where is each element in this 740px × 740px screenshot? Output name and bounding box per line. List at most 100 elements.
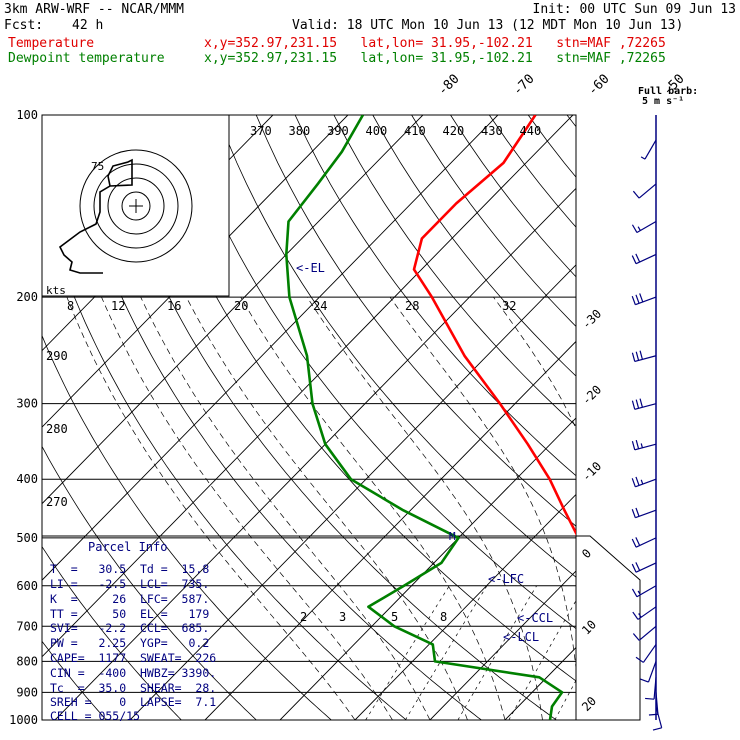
dewpoint-location: x,y=352.97,231.15 lat,lon= 31.95,-102.21…: [204, 51, 666, 66]
wind-barb: [634, 355, 657, 363]
wind-barb: [635, 562, 657, 573]
wind-barb: [638, 183, 657, 199]
dry-adiabat-line: [294, 115, 576, 477]
lcl-marker: <-LCL: [503, 630, 539, 644]
parcel-row: T = 30.5 Td = 15.8: [50, 562, 209, 576]
dry-adiabat-line: [178, 115, 576, 630]
wind-barb-flag: [639, 678, 649, 683]
wind-barb: [635, 253, 657, 265]
wind-barb-flag: [635, 476, 640, 486]
wind-barb-flag: [639, 293, 644, 303]
dry-adiabat-line: [42, 545, 182, 720]
wind-barb: [635, 537, 657, 548]
pressure-label: 200: [16, 290, 38, 304]
wind-barb-flag: [648, 713, 658, 716]
theta-label: 400: [366, 124, 388, 138]
pressure-label: 1000: [9, 713, 38, 727]
wind-barb-flag: [640, 156, 646, 160]
dry-adiabat-line: [645, 115, 740, 720]
isotherm-label: -30: [579, 307, 604, 332]
mixing-ratio-label: 8: [440, 610, 447, 624]
wind-barb-flag: [639, 398, 643, 408]
dry-adiabat-line: [139, 115, 576, 682]
wind-barb-flag: [631, 509, 636, 518]
isotherm-line: [429, 570, 576, 720]
wind-barb-flag: [635, 537, 641, 546]
dry-adiabat-line: [42, 445, 257, 720]
parcel-row: LI = -2.5 LCL= 735.: [50, 577, 209, 591]
moist-adiabat-line: [730, 297, 740, 720]
wind-barb: [635, 509, 657, 519]
moist-adiabat-line: [306, 296, 543, 720]
wind-barb-flag: [631, 478, 636, 487]
wind-barb-flag: [631, 295, 636, 305]
parcel-region: [41, 535, 641, 721]
wind-barb: [638, 625, 657, 641]
wind-barb-flag: [640, 443, 643, 448]
isotherm-label: -10: [579, 459, 604, 484]
wind-barb: [647, 661, 657, 683]
theta-label: 370: [250, 124, 272, 138]
isotherm-label: -70: [510, 72, 537, 99]
valid-time: Valid: 18 UTC Mon 10 Jun 13 (12 MDT Mon …: [292, 18, 684, 33]
isotherm-line: [354, 493, 576, 720]
wind-barb-flag: [640, 479, 644, 485]
pressure-label: 900: [16, 685, 38, 699]
hodograph-ring: [107, 177, 165, 235]
parcel-row: CAPE= 1177 SWEAT= 226: [50, 651, 216, 665]
hodograph-ring: [93, 163, 179, 249]
wind-barb-flag: [631, 224, 638, 233]
temperature-location: x,y=352.97,231.15 lat,lon= 31.95,-102.21…: [204, 36, 666, 51]
wind-barb: [655, 692, 659, 715]
wind-barb-flag: [631, 255, 637, 264]
wind-barb-flag: [635, 253, 641, 263]
parcel-row: PW = 2.25 YGP= 0.2: [50, 636, 209, 650]
wind-barb-flag: [631, 563, 637, 573]
moist-adiabat-line: [101, 296, 393, 720]
el-marker: <-EL: [296, 261, 325, 275]
dry-adiabat-line: [100, 115, 557, 720]
hodograph-trace: [58, 158, 133, 274]
parcel-row: TT = 50 EL = 179: [50, 607, 209, 621]
isotherm-line: [279, 417, 576, 720]
isotherm-line: [204, 340, 576, 720]
mixing-ratio-label: 20: [234, 299, 248, 313]
hodograph-ring: [79, 149, 193, 263]
wind-barb-flag: [632, 633, 640, 641]
wind-barb: [634, 403, 657, 410]
wind-barb-flag: [635, 656, 644, 663]
isotherm-line: [42, 115, 349, 428]
pressure-label: 400: [16, 472, 38, 486]
theta-label: 390: [327, 124, 349, 138]
dewpoint-legend: Dewpoint temperature: [8, 51, 165, 66]
wind-barb: [642, 644, 657, 663]
wind-barb-flag: [639, 350, 643, 360]
model-title: 3km ARW-WRF -- NCAR/MMM: [4, 2, 185, 17]
parcel-row: CIN = -400 HWBZ= 3390.: [50, 666, 216, 680]
wind-barb-flag: [638, 613, 642, 618]
mixing-ratio-label: 3: [339, 610, 346, 624]
forecast-label: Fcst:: [4, 18, 44, 33]
wind-barb-flag: [631, 588, 638, 598]
mixing-ratio-label: 28: [405, 299, 419, 313]
pressure-label: 600: [16, 579, 38, 593]
wind-barb-flag: [635, 399, 640, 409]
wind-barb-flag: [635, 562, 641, 571]
dry-adiabat-line: [333, 115, 576, 427]
wind-barb-flag: [637, 226, 641, 231]
mixing-ratio-label: 12: [111, 299, 125, 313]
theta-label: 410: [404, 124, 426, 138]
mixing-ratio-line: [365, 585, 450, 720]
wind-barb-flag: [637, 590, 641, 596]
pressure-label: 300: [16, 397, 38, 411]
dry-adiabat-line: [217, 115, 576, 578]
isotherm-line: [129, 264, 576, 720]
mixing-ratio-label: 16: [167, 299, 181, 313]
theta-label: 290: [46, 349, 68, 363]
isotherm-line: [730, 115, 740, 720]
theta-label: 270: [46, 495, 68, 509]
isotherm-label: -80: [435, 72, 462, 99]
dry-adiabat-line: [722, 115, 740, 720]
isotherm-line: [655, 115, 740, 720]
dry-adiabat-line: [255, 115, 576, 527]
